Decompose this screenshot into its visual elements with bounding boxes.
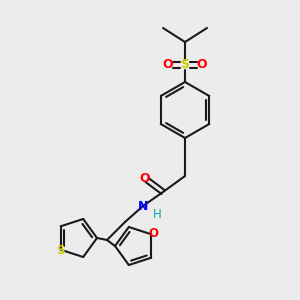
Text: O: O [148,227,158,240]
Text: O: O [163,58,173,71]
Text: H: H [153,208,161,220]
Text: S: S [57,244,65,257]
Text: O: O [197,58,207,71]
Text: O: O [140,172,150,185]
Text: N: N [138,200,148,212]
Text: S: S [181,58,190,71]
